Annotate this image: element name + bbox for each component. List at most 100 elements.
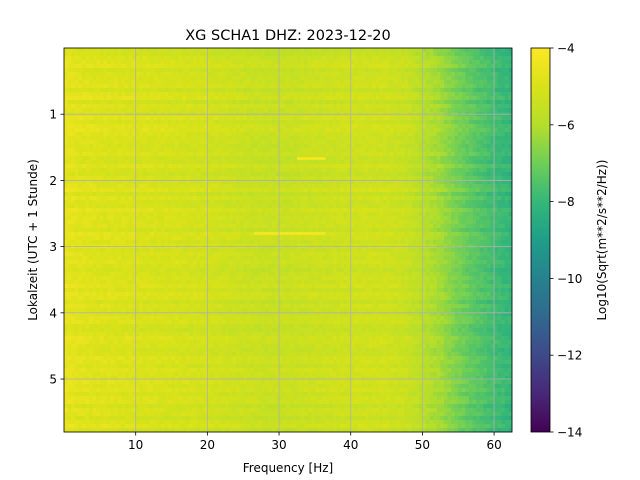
heatmap-cell (232, 76, 237, 81)
heatmap-cell (343, 164, 348, 169)
heatmap-cell (178, 144, 183, 149)
heatmap-cell (322, 196, 326, 201)
heatmap-cell (418, 76, 423, 81)
heatmap-cell (314, 184, 319, 189)
heatmap-cell (329, 80, 334, 85)
heatmap-cell (110, 204, 115, 209)
heatmap-cell (386, 200, 391, 205)
heatmap-cell (271, 88, 276, 93)
heatmap-cell (271, 136, 276, 141)
heatmap-cell (64, 184, 68, 189)
heatmap-cell (486, 104, 491, 109)
heatmap-cell (508, 140, 513, 145)
heatmap-cell (189, 128, 194, 133)
heatmap-cell (250, 144, 255, 149)
heatmap-cell (139, 52, 144, 57)
heatmap-cell (193, 204, 197, 209)
heatmap-cell (415, 160, 420, 165)
heatmap-cell (329, 188, 334, 193)
heatmap-cell (96, 204, 101, 209)
heatmap-cell (465, 188, 470, 193)
heatmap-cell (268, 48, 273, 53)
heatmap-cell (325, 92, 330, 97)
heatmap-cell (178, 128, 183, 133)
heatmap-cell (228, 56, 233, 61)
heatmap-cell (339, 168, 344, 173)
heatmap-cell (429, 144, 434, 149)
heatmap-cell (271, 200, 276, 205)
heatmap-cell (275, 204, 280, 209)
heatmap-cell (465, 120, 470, 125)
heatmap-cell (375, 136, 380, 141)
heatmap-cell (354, 188, 359, 193)
heatmap-cell (175, 200, 180, 205)
heatmap-cell (411, 144, 416, 149)
heatmap-cell (361, 172, 366, 177)
heatmap-cell (236, 84, 240, 89)
heatmap-cell (279, 196, 283, 201)
heatmap-cell (236, 100, 240, 105)
heatmap-cell (411, 108, 416, 113)
heatmap-cell (239, 68, 244, 73)
heatmap-cell (314, 60, 319, 65)
heatmap-cell (408, 152, 412, 157)
heatmap-cell (483, 192, 488, 197)
heatmap-cell (379, 160, 384, 165)
heatmap-cell (64, 168, 68, 173)
heatmap-cell (357, 84, 362, 89)
heatmap-cell (153, 160, 158, 165)
heatmap-cell (465, 72, 470, 77)
heatmap-cell (476, 60, 481, 65)
heatmap-cell (415, 188, 420, 193)
heatmap-cell (71, 204, 76, 209)
heatmap-cell (178, 136, 183, 141)
heatmap-cell (289, 52, 294, 57)
heatmap-cell (332, 72, 337, 77)
heatmap-cell (139, 152, 144, 157)
heatmap-cell (92, 60, 97, 65)
heatmap-cell (107, 52, 111, 57)
heatmap-cell (185, 56, 190, 61)
heatmap-cell (67, 144, 72, 149)
heatmap-cell (107, 172, 111, 177)
heatmap-cell (107, 88, 111, 93)
heatmap-cell (99, 76, 104, 81)
heatmap-cell (461, 204, 466, 209)
heatmap-cell (458, 80, 463, 85)
heatmap-cell (89, 200, 94, 205)
heatmap-cell (114, 124, 119, 129)
heatmap-cell (164, 96, 169, 101)
heatmap-cell (225, 116, 230, 121)
heatmap-cell (415, 172, 420, 177)
heatmap-cell (175, 188, 180, 193)
heatmap-cell (483, 196, 488, 201)
heatmap-cell (454, 176, 459, 181)
heatmap-cell (110, 200, 115, 205)
heatmap-cell (451, 128, 455, 133)
heatmap-cell (458, 52, 463, 57)
heatmap-cell (350, 116, 355, 121)
heatmap-cell (289, 80, 294, 85)
heatmap-cell (336, 84, 341, 89)
heatmap-cell (81, 172, 86, 177)
heatmap-cell (282, 88, 287, 93)
heatmap-cell (124, 168, 129, 173)
heatmap-cell (386, 156, 391, 161)
heatmap-cell (354, 172, 359, 177)
heatmap-cell (304, 128, 309, 133)
heatmap-cell (379, 116, 384, 121)
heatmap-cell (454, 80, 459, 85)
heatmap-cell (153, 124, 158, 129)
heatmap-cell (89, 136, 94, 141)
heatmap-cell (175, 160, 180, 165)
heatmap-cell (354, 84, 359, 89)
heatmap-cell (411, 164, 416, 169)
heatmap-cell (454, 100, 459, 105)
heatmap-cell (472, 104, 477, 109)
heatmap-cell (74, 116, 79, 121)
heatmap-cell (461, 120, 466, 125)
heatmap-cell (132, 196, 137, 201)
heatmap-cell (422, 60, 427, 65)
heatmap-cell (110, 172, 115, 177)
heatmap-cell (74, 180, 79, 185)
